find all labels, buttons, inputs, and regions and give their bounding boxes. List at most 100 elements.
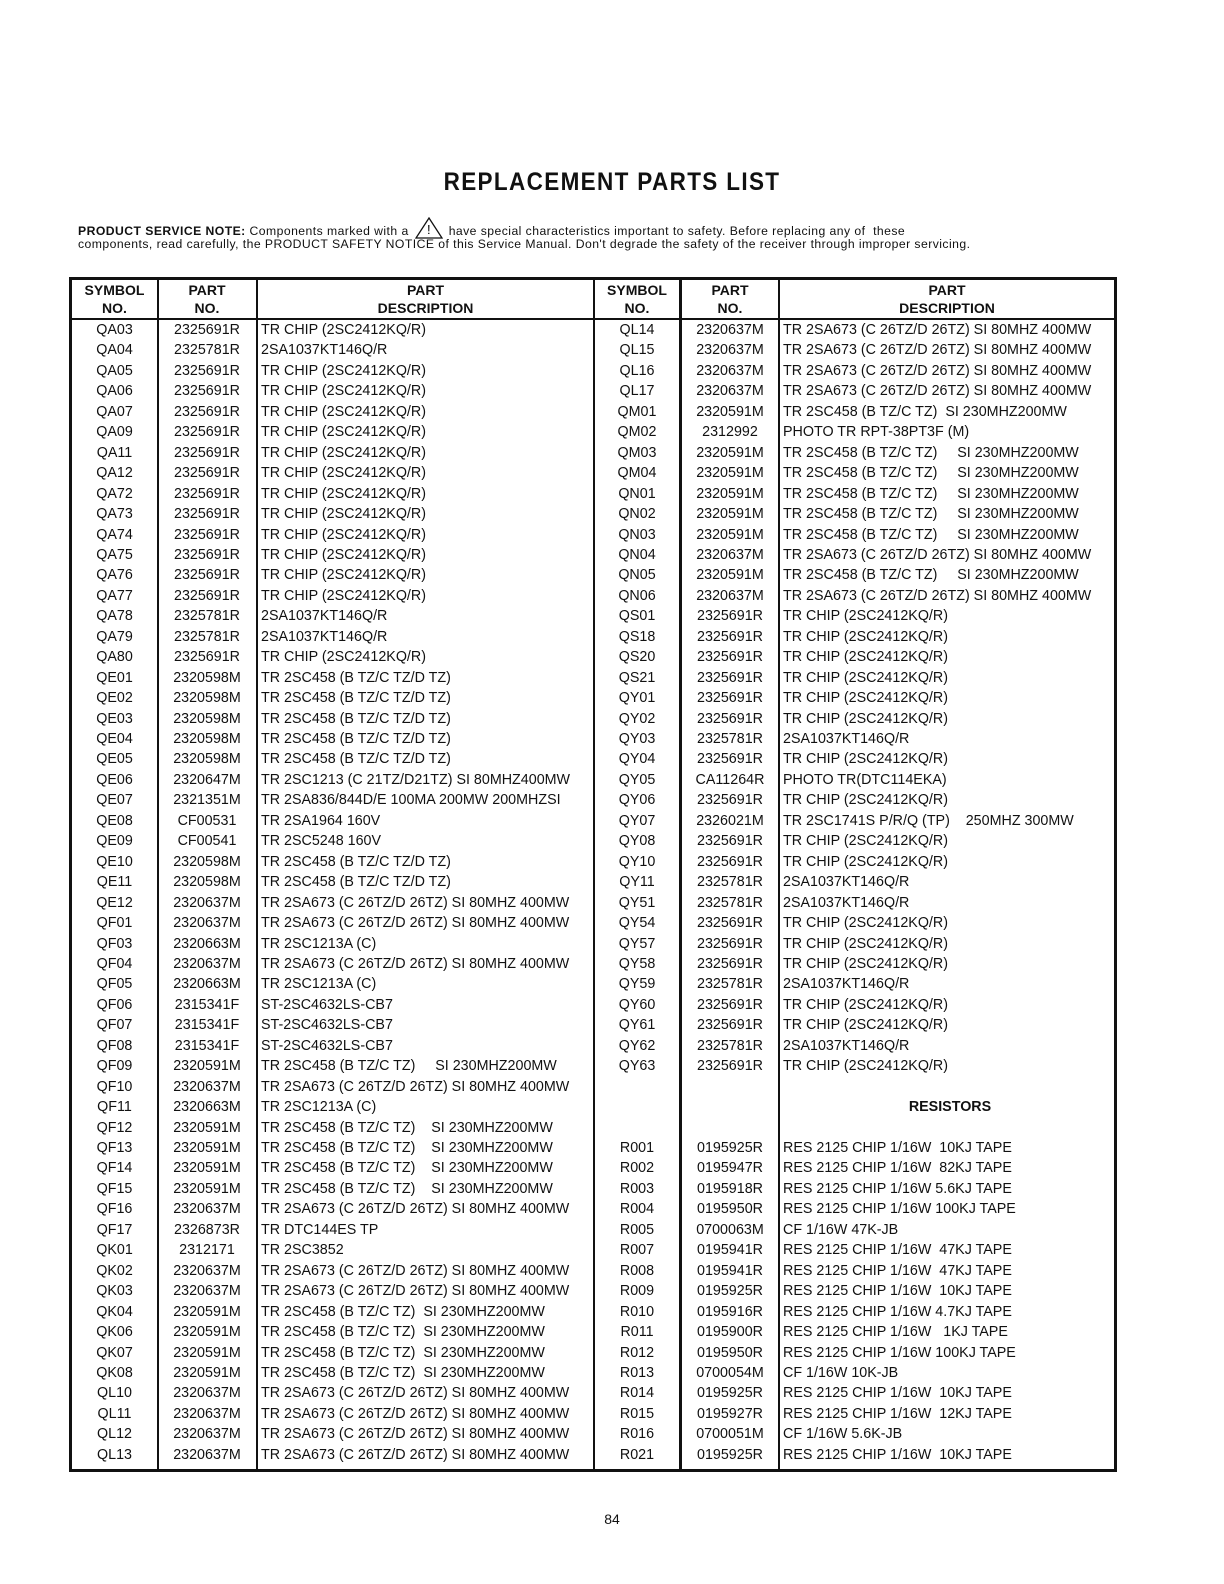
symbol-cell: QA07 [96, 403, 133, 420]
part-number-cell: 2325691R [174, 424, 240, 441]
symbol-cell: QA03 [96, 322, 133, 338]
symbol-cell: QE04 [96, 731, 133, 747]
header-line: NO. [102, 300, 127, 316]
table-row: QY03 2325781R 2SA1037KT146Q/R [72, 729, 1114, 749]
table-row: R005 0700063M CF 1/16W 47K-JB [72, 1220, 1114, 1240]
table-row: QY58 2325691R TR CHIP (2SC2412KQ/R) [72, 954, 1114, 974]
part-number-cell: 2320591M [173, 1119, 241, 1136]
symbol-cell: QL12 [97, 1426, 132, 1443]
table-row: QK03 2320637M TR 2SA673 (C 26TZ/D 26TZ) SI… [72, 1281, 1114, 1301]
part-number-cell: 2320637M [696, 342, 764, 359]
service-note-line2: components, read carefully, the PRODUCT … [78, 237, 971, 251]
part-number-cell: 2320598M [173, 710, 241, 727]
header-symbol-no: SYMBOL NO. [595, 280, 679, 319]
table-row: QA75 2325691R TR CHIP (2SC2412KQ/R) [72, 545, 1114, 565]
part-number-cell: 2325691R [697, 669, 763, 686]
symbol-cell: QN03 [618, 526, 656, 543]
description-cell: ST-2SC4632LS-CB7 [261, 996, 393, 1013]
table-row: QA11 2325691R TR CHIP (2SC2412KQ/R) [72, 443, 1114, 463]
part-number-cell: 2315341F [174, 1037, 240, 1054]
symbol-cell: QM03 [617, 444, 657, 461]
description-cell: RES 2125 CHIP 1/16W 5.6KJ TAPE [783, 1180, 1012, 1197]
table-row: R001 0195925R RES 2125 CHIP 1/16W 10KJ TAP… [72, 1138, 1114, 1158]
symbol-cell: QA80 [96, 649, 133, 666]
part-number-cell: 2325691R [174, 322, 240, 338]
part-number-cell: 2320591M [173, 1160, 241, 1177]
description-cell: TR CHIP (2SC2412KQ/R) [261, 526, 426, 543]
table-row: QK04 2320591M TR 2SC458 (B TZ/C TZ) SI 230… [72, 1302, 1114, 1322]
table-row: R014 0195925R RES 2125 CHIP 1/16W 10KJ TAP… [72, 1383, 1114, 1403]
description-cell: CF 1/16W 10K-JB [783, 1364, 899, 1381]
part-number-cell: 2325691R [174, 403, 240, 420]
symbol-cell: QF08 [96, 1037, 133, 1054]
table-row: QE06 2320647M TR 2SC1213 (C 21TZ/D21TZ) SI… [72, 770, 1114, 790]
part-number-cell: 2320591M [696, 506, 764, 523]
table-row: QE05 2320598M TR 2SC458 (B TZ/C TZ/D TZ) [72, 749, 1114, 769]
table-row: QM02 2312992 PHOTO TR RPT-38PT3F (M) [72, 422, 1114, 442]
description-cell: TR 2SA673 (C 26TZ/D 26TZ) SI 80MHZ 400MW [783, 342, 1092, 359]
part-number-cell: 2325691R [174, 362, 240, 379]
table-row: QY57 2325691R TR CHIP (2SC2412KQ/R) [72, 934, 1114, 954]
part-number-cell: 2320591M [173, 1344, 241, 1361]
table-row: QF04 2320637M TR 2SA673 (C 26TZ/D 26TZ) SI… [72, 954, 1114, 974]
description-cell: TR CHIP (2SC2412KQ/R) [783, 935, 948, 952]
service-note-text: Components marked with a [249, 224, 409, 238]
part-number-cell: 2320637M [696, 322, 764, 338]
table-row: R011 0195900R RES 2125 CHIP 1/16W 1KJ TAPE [72, 1322, 1114, 1342]
table-row: QK02 2320637M TR 2SA673 (C 26TZ/D 26TZ) SI… [72, 1261, 1114, 1281]
header-line: SYMBOL [607, 282, 667, 298]
part-number-cell: 2325691R [697, 955, 763, 972]
table-row [72, 1077, 1114, 1097]
description-cell: TR 2SA673 (C 26TZ/D 26TZ) SI 80MHZ 400MW [783, 383, 1092, 400]
part-number-cell: 2325691R [697, 1058, 763, 1075]
part-number-cell: 2325781R [697, 874, 763, 891]
description-cell: TR 2SA673 (C 26TZ/D 26TZ) SI 80MHZ 400MW [261, 955, 570, 972]
table-row: R010 0195916R RES 2125 CHIP 1/16W 4.7KJ TA… [72, 1302, 1114, 1322]
description-cell: 2SA1037KT146Q/R [783, 1037, 910, 1054]
description-cell: TR 2SC1213A (C) [261, 976, 377, 993]
symbol-cell: R008 [619, 1262, 655, 1279]
header-line: DESCRIPTION [899, 300, 995, 316]
table-row: QK07 2320591M TR 2SC458 (B TZ/C TZ) SI 230… [72, 1343, 1114, 1363]
symbol-cell: QM01 [617, 403, 657, 420]
description-cell: TR CHIP (2SC2412KQ/R) [783, 669, 948, 686]
description-cell: TR 2SA673 (C 26TZ/D 26TZ) SI 80MHZ 400MW [261, 1283, 570, 1300]
part-number-cell: 2325691R [174, 485, 240, 502]
table-row: QF13 2320591M TR 2SC458 (B TZ/C TZ) SI 230… [72, 1138, 1114, 1158]
table-row: R016 0700051M CF 1/16W 5.6K-JB [72, 1424, 1114, 1444]
description-cell: ST-2SC4632LS-CB7 [261, 1037, 393, 1054]
description-cell: TR CHIP (2SC2412KQ/R) [783, 1017, 948, 1034]
symbol-cell: R015 [619, 1405, 655, 1422]
part-number-cell: 0195916R [697, 1303, 763, 1320]
symbol-cell: QY05 [618, 771, 656, 788]
description-cell: TR 2SC458 (B TZ/C TZ/D TZ) [261, 874, 451, 891]
part-number-cell: 2320637M [173, 1405, 241, 1422]
table-row: QY51 2325781R 2SA1037KT146Q/R [72, 893, 1114, 913]
header-part-description: PART DESCRIPTION [780, 280, 1114, 319]
symbol-cell: QF16 [96, 1201, 133, 1218]
table-row: QE09 CF00541 TR 2SC5248 160V [72, 831, 1114, 851]
table-row: QL17 2320637M TR 2SA673 (C 26TZ/D 26TZ) SI… [72, 381, 1114, 401]
symbol-cell: R001 [619, 1140, 655, 1156]
symbol-cell: QM04 [617, 465, 657, 482]
description-cell: TR DTC144ES TP [261, 1221, 379, 1238]
table-row: QA76 2325691R TR CHIP (2SC2412KQ/R) [72, 565, 1114, 585]
symbol-cell: QY61 [618, 1017, 656, 1034]
table-row: QA06 2325691R TR CHIP (2SC2412KQ/R) [72, 381, 1114, 401]
table-row: QA07 2325691R TR CHIP (2SC2412KQ/R) [72, 402, 1114, 422]
part-number-cell: 2320637M [696, 587, 764, 604]
part-number-cell: 0195925R [697, 1140, 763, 1156]
symbol-cell: QA06 [96, 383, 133, 400]
symbol-cell: QF03 [96, 935, 133, 952]
part-number-cell: 2325691R [174, 383, 240, 400]
part-number-cell: 2320647M [173, 771, 241, 788]
part-number-cell: CF00541 [177, 833, 237, 850]
description-cell: TR 2SC1213A (C) [261, 935, 377, 952]
symbol-cell: R009 [619, 1283, 655, 1300]
parts-table: SYMBOL NO. PART NO. PART DESCRIPTION SYMBOL… [69, 277, 1117, 1472]
part-number-cell: 0195918R [697, 1180, 763, 1197]
symbol-cell: QA78 [96, 608, 133, 625]
table-row: QF06 2315341F ST-2SC4632LS-CB7 [72, 995, 1114, 1015]
table-row: R013 0700054M CF 1/16W 10K-JB [72, 1363, 1114, 1383]
symbol-cell: QF14 [96, 1160, 133, 1177]
